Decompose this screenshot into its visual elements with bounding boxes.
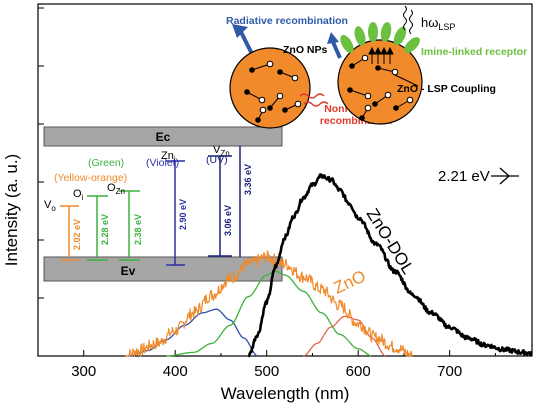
level-band-edge-energy: 3.36 eV: [243, 164, 253, 195]
level-vo-energy: 2.02 eV: [72, 219, 82, 250]
x-tick-label: 400: [163, 363, 188, 380]
band-diagram: Ec Ev Vo (Yellow-orange) 2.02 eV Oi (Gre…: [43, 126, 283, 282]
spectrum-curves: [124, 173, 533, 358]
level-oi-name: Oi: [73, 188, 84, 202]
nonradiative-wave-2: [303, 101, 329, 107]
x-axis-tick-labels: 300 400 500 600 700: [71, 363, 462, 380]
nonradiative-wave-1: [299, 93, 325, 99]
peak-arrow: [499, 167, 510, 185]
y-axis-label: Intensity (a. u.): [2, 154, 21, 266]
level-vzn-category: (UV): [206, 154, 228, 166]
level-ozn: OZn 2.38 eV: [107, 182, 143, 261]
level-zni-energy: 2.90 eV: [178, 199, 188, 230]
x-axis-ticks: [37, 350, 496, 356]
lsp-label: hωLSP: [421, 15, 455, 32]
green-component-curve: [166, 270, 372, 357]
level-vo-category: (Yellow-orange): [54, 172, 127, 184]
left-np-carriers: [244, 60, 302, 123]
x-tick-label: 500: [254, 363, 279, 380]
valence-band-label: Ev: [121, 264, 136, 278]
zno-curve: [124, 250, 413, 357]
radiative-label: Radiative recombination: [226, 15, 348, 27]
x-tick-label: 600: [346, 363, 371, 380]
level-zni-category: (Violet): [146, 157, 179, 169]
plot-border: [37, 3, 533, 357]
x-tick-label: 300: [71, 363, 96, 380]
x-axis-label: Wavelength (nm): [221, 384, 350, 403]
coupling-label: ZnO - LSP Coupling: [397, 83, 496, 95]
level-vo: Vo (Yellow-orange) 2.02 eV: [44, 172, 127, 261]
zno-dol-curve: [247, 173, 533, 358]
level-zni: Zni (Violet) 2.90 eV: [146, 150, 188, 266]
x-tick-label: 700: [437, 363, 462, 380]
conduction-band-label: Ec: [156, 130, 171, 144]
imine-receptors: [340, 22, 420, 54]
level-ozn-name: OZn: [107, 182, 125, 196]
curve-annotations: 2.21 eV ZnO-DOL ZnO: [331, 167, 519, 298]
level-vzn-name: VZn: [213, 144, 230, 158]
peak-energy-label: 2.21 eV: [438, 168, 490, 185]
radiative-arrow: [232, 24, 248, 38]
schematic: Radiative recombination: [226, 5, 527, 129]
level-ozn-energy: 2.38 eV: [133, 214, 143, 245]
level-vo-name: Vo: [44, 199, 56, 213]
level-oi: Oi (Green) 2.28 eV: [73, 157, 124, 261]
plot-frame: [37, 3, 533, 357]
right-nanoparticle: [337, 39, 423, 125]
right-np-carriers: [347, 54, 414, 121]
uv-component-curve: [129, 308, 258, 357]
level-vzn: VZn (UV) 3.06 eV: [206, 144, 233, 257]
right-radiative-arrow: [327, 32, 339, 44]
level-oi-category: (Green): [88, 157, 124, 169]
lsp-wave-2: [409, 9, 413, 35]
level-vzn-energy: 3.06 eV: [223, 205, 233, 236]
level-zni-name: Zni: [161, 150, 176, 164]
y-axis-ticks: [38, 7, 44, 299]
conduction-band: [43, 126, 283, 147]
coupling-arrows: [368, 46, 394, 64]
lsp-wave-1: [403, 5, 407, 31]
level-oi-energy: 2.28 eV: [100, 214, 110, 245]
zno-label: ZnO: [331, 266, 369, 297]
imine-label: Imine-linked receptor: [421, 46, 527, 58]
zno-nps-label: ZnO NPs: [283, 44, 327, 56]
left-nanoparticle: [229, 47, 311, 129]
level-band-edge: 3.36 eV: [239, 146, 253, 257]
